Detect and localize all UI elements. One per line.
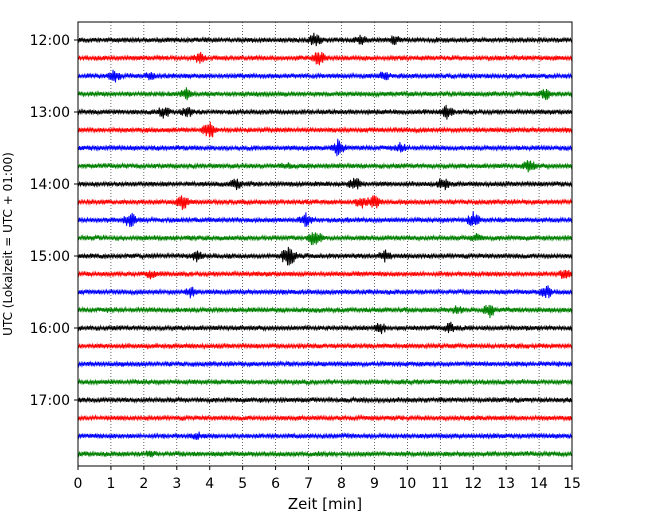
- seismic-trace: [77, 51, 573, 66]
- seismic-trace: [77, 32, 573, 47]
- y-tick-label: 15:00: [30, 249, 70, 265]
- seismic-trace: [77, 69, 573, 83]
- x-gridlines: [110, 22, 540, 466]
- x-tick-label: 0: [74, 476, 83, 492]
- x-tick-label: 2: [139, 476, 148, 492]
- y-tick-label: 13:00: [30, 105, 70, 121]
- x-tick-label: 13: [497, 476, 515, 492]
- seismic-trace: [77, 378, 573, 387]
- seismic-trace: [77, 395, 573, 405]
- plot-frame: [77, 21, 573, 467]
- seismic-trace: [77, 269, 573, 280]
- seismic-trace: [77, 195, 573, 210]
- seismic-trace: [77, 304, 573, 319]
- x-tick-label: 3: [172, 476, 181, 492]
- x-tick-label: 7: [304, 476, 313, 492]
- x-tick-label: 15: [563, 476, 581, 492]
- seismic-trace: [77, 177, 573, 191]
- x-tick-label: 8: [337, 476, 346, 492]
- x-axis: 0 1 2 3 4 5 6 7 8 9 10 11 12 13 14 15: [74, 466, 581, 492]
- y-tick-label: 14:00: [30, 177, 70, 193]
- seismic-trace: [77, 104, 573, 120]
- x-tick-label: 5: [238, 476, 247, 492]
- seismic-trace: [77, 449, 573, 459]
- x-tick-label: 14: [530, 476, 548, 492]
- x-tick-label: 12: [464, 476, 482, 492]
- seismic-trace: [77, 138, 573, 157]
- seismic-trace: [77, 211, 573, 228]
- seismic-trace: [77, 121, 573, 138]
- seismic-trace: [77, 160, 573, 173]
- x-tick-label: 6: [271, 476, 280, 492]
- seismic-trace: [77, 414, 573, 422]
- seismic-traces: [77, 32, 573, 459]
- seismic-trace: [77, 341, 573, 351]
- seismic-trace: [77, 360, 573, 369]
- seismic-trace: [77, 285, 573, 299]
- x-tick-label: 1: [106, 476, 115, 492]
- seismic-trace: [77, 246, 573, 266]
- y-tick-label: 16:00: [30, 321, 70, 337]
- x-tick-label: 10: [398, 476, 416, 492]
- y-tick-label: 12:00: [30, 33, 70, 49]
- seismic-trace: [77, 431, 573, 441]
- x-tick-label: 11: [431, 476, 449, 492]
- x-tick-label: 4: [205, 476, 214, 492]
- y-axis: 12:00 13:00 14:00 15:00 16:00 17:00: [30, 33, 78, 409]
- x-axis-label: Zeit [min]: [288, 495, 362, 513]
- y-tick-label: 17:00: [30, 393, 70, 409]
- x-tick-label: 9: [370, 476, 379, 492]
- seismic-trace: [77, 321, 573, 335]
- seismic-trace: [77, 87, 573, 101]
- y-axis-label: UTC (Lokalzeit = UTC + 01:00): [1, 152, 15, 336]
- seismic-trace: [77, 232, 573, 246]
